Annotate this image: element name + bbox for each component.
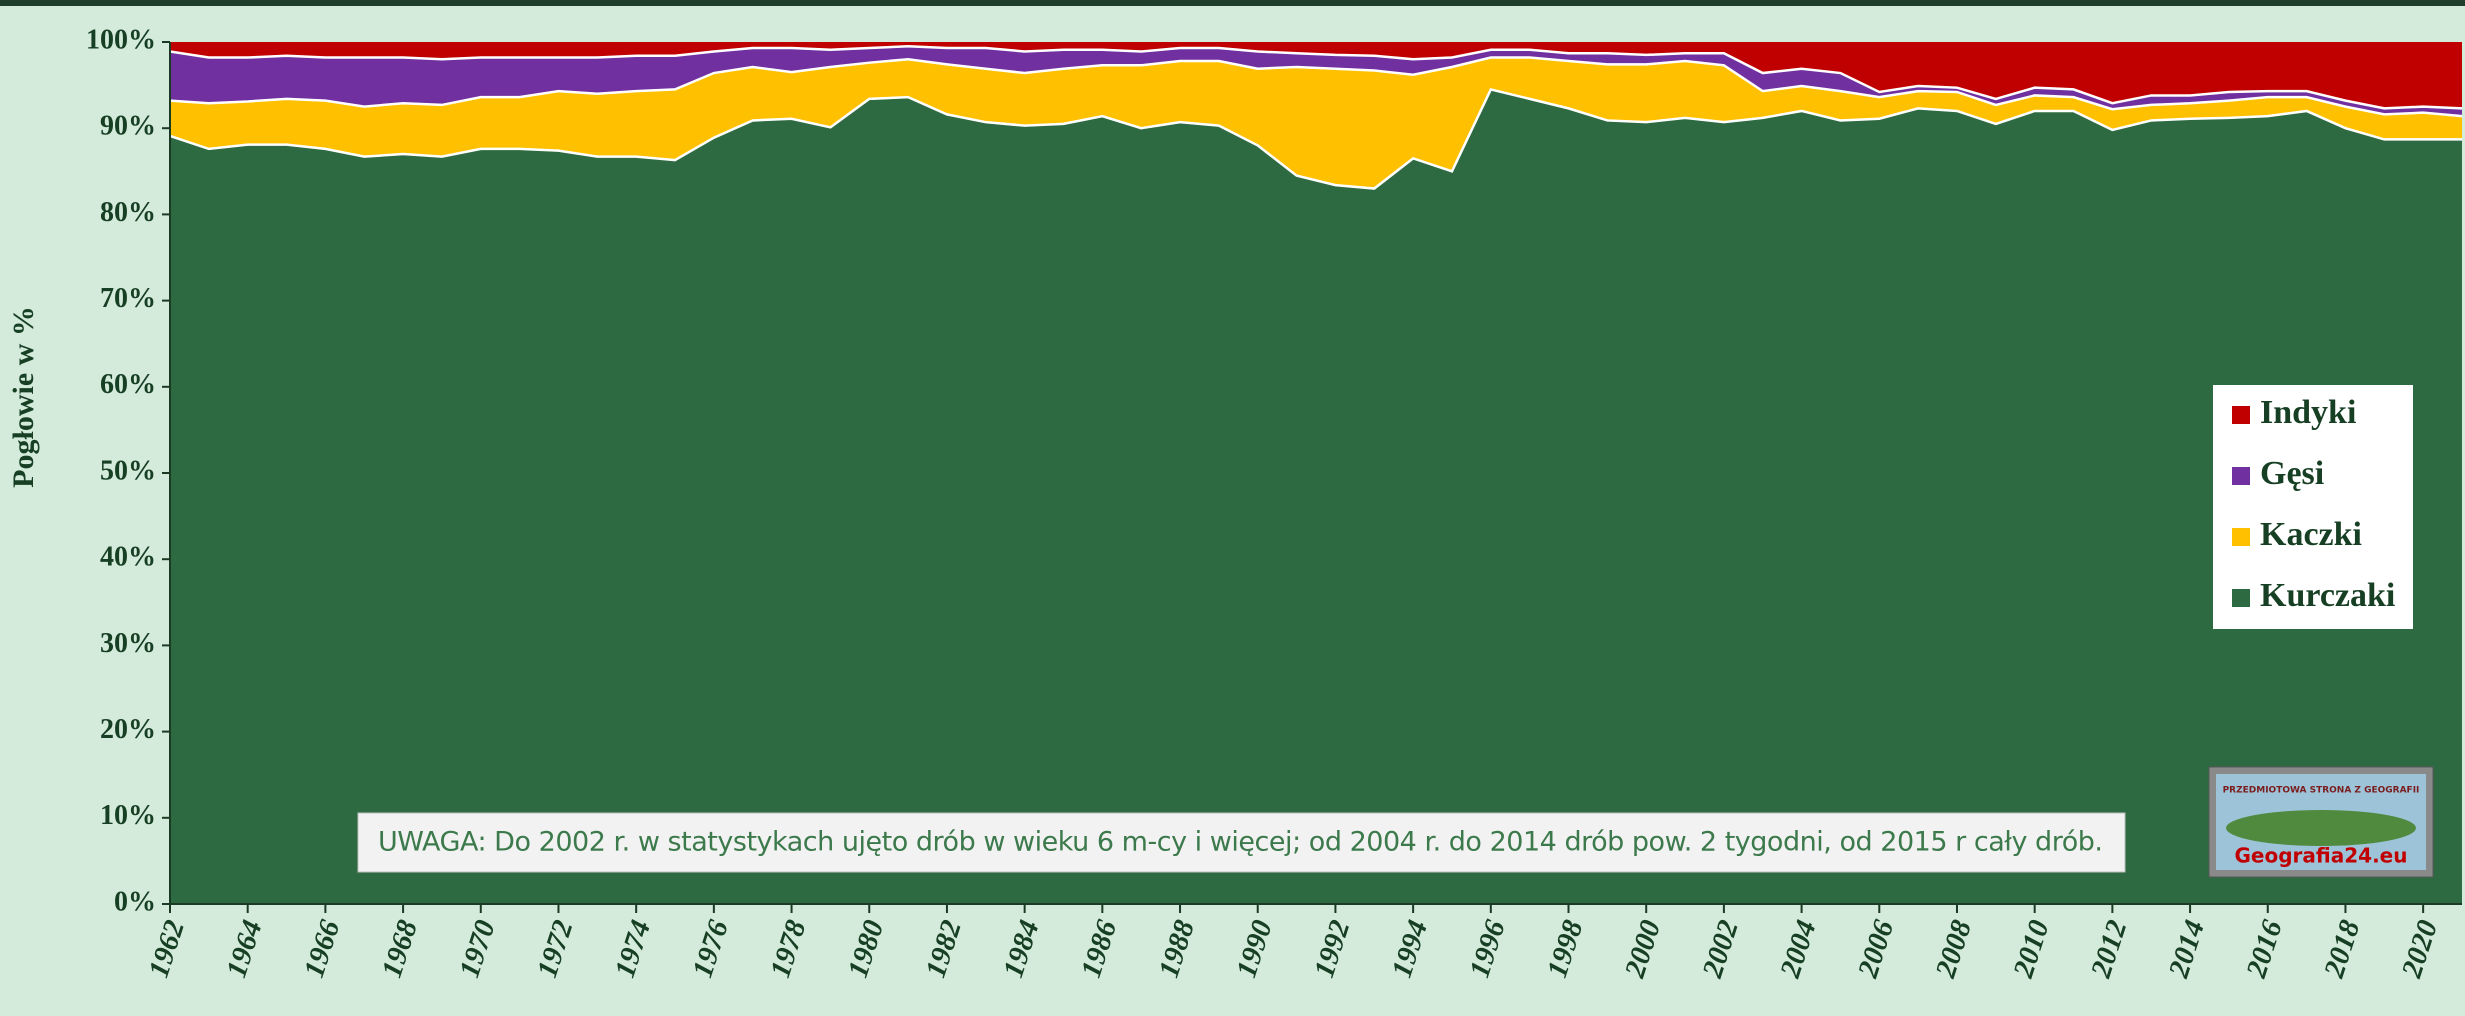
area-edge — [169, 87, 2462, 190]
y-tick-label: 10% — [100, 800, 156, 831]
y-tick-label: 50% — [100, 455, 156, 486]
legend-swatch — [2232, 467, 2250, 485]
legend-label: Kaczki — [2260, 516, 2362, 553]
area-edge — [169, 56, 2463, 118]
area — [170, 42, 2462, 109]
y-tick-label: 60% — [100, 369, 156, 400]
legend-label: Indyki — [2260, 394, 2356, 431]
logo-island — [2226, 810, 2416, 846]
legend-swatch — [2232, 589, 2250, 607]
y-tick-label: 20% — [100, 714, 156, 745]
area — [170, 89, 2462, 904]
y-tick-label: 40% — [100, 542, 156, 573]
note-box — [357, 812, 2126, 873]
y-tick-label: 0% — [114, 886, 156, 917]
y-tick-label: 30% — [100, 628, 156, 659]
logo-bottom: Geografia24.eu — [2235, 844, 2408, 868]
top-border — [0, 0, 2465, 6]
legend-label: Kurczaki — [2260, 577, 2395, 614]
legend-swatch — [2232, 406, 2250, 424]
legend-swatch — [2232, 528, 2250, 546]
legend-box — [2213, 385, 2413, 629]
y-tick-label: 70% — [100, 283, 156, 314]
y-tick-label: 90% — [100, 111, 156, 142]
area — [170, 46, 2462, 117]
y-tick-label: 80% — [100, 197, 156, 228]
y-axis-label: Pogłowie w % — [7, 306, 40, 488]
area — [170, 57, 2462, 189]
logo-top: PRZEDMIOTOWA STRONA Z GEOGRAFII — [2223, 786, 2420, 796]
area-edge — [169, 45, 2463, 110]
note: UWAGA: Do 2002 r. w statystykach ujęto d… — [378, 827, 2103, 858]
y-tick-label: 100% — [86, 24, 156, 55]
legend-label: Gęsi — [2260, 455, 2324, 492]
